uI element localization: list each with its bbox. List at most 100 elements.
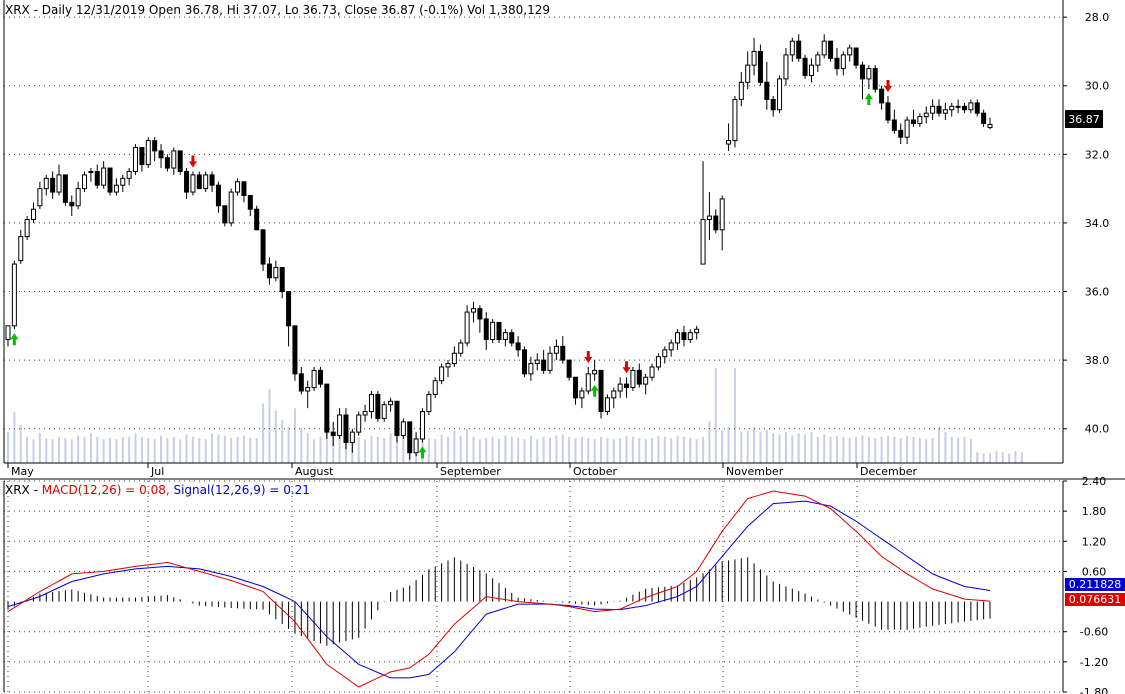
candle[interactable] [407,421,413,460]
candle[interactable] [349,428,355,453]
candle[interactable] [470,301,476,323]
candle[interactable] [509,329,515,347]
candle[interactable] [777,75,783,114]
candle[interactable] [713,209,719,234]
candle[interactable] [547,346,553,374]
candle[interactable] [298,366,304,395]
candle[interactable] [388,397,394,412]
candle[interactable] [789,37,795,62]
candle[interactable] [439,363,445,385]
candle[interactable] [69,195,75,217]
candle[interactable] [317,366,323,388]
candle[interactable] [706,192,712,241]
candle[interactable] [853,47,859,69]
candle[interactable] [464,305,470,347]
candle[interactable] [196,171,202,190]
candle[interactable] [834,48,840,76]
candle[interactable] [942,102,948,121]
candle[interactable] [981,109,987,127]
candle[interactable] [247,194,253,217]
candle[interactable] [432,377,438,398]
candle[interactable] [553,339,559,361]
candle[interactable] [222,205,228,227]
candle[interactable] [617,377,623,398]
candle[interactable] [190,171,196,196]
candle[interactable] [579,387,585,409]
candle[interactable] [738,72,744,107]
candle[interactable] [394,400,400,443]
candle[interactable] [254,205,260,231]
candle[interactable] [566,359,572,381]
candle[interactable] [203,171,209,193]
candle[interactable] [184,168,190,199]
candle[interactable] [126,168,132,186]
candle[interactable] [560,336,566,364]
candle[interactable] [305,380,311,409]
candle[interactable] [400,418,406,439]
candle[interactable] [534,353,540,371]
candle[interactable] [107,167,113,196]
candle[interactable] [891,109,897,134]
candle[interactable] [260,229,266,271]
candle[interactable] [796,34,802,62]
candle[interactable] [356,411,362,436]
candle[interactable] [490,318,496,343]
candle[interactable] [120,174,126,193]
candle[interactable] [82,171,88,193]
candle[interactable] [145,137,151,169]
candle[interactable] [368,390,374,419]
candle[interactable] [483,312,489,350]
candle[interactable] [164,154,170,172]
candle[interactable] [56,164,62,196]
candle[interactable] [732,96,738,148]
candle[interactable] [636,363,642,388]
candle[interactable] [133,144,139,175]
candle[interactable] [113,178,119,196]
candle[interactable] [426,390,432,415]
candle[interactable] [987,117,993,130]
candle[interactable] [840,51,846,76]
candle[interactable] [668,339,674,357]
candle[interactable] [866,65,872,90]
candle[interactable] [598,369,604,419]
candle[interactable] [879,85,885,110]
candle[interactable] [898,123,904,145]
candle[interactable] [585,366,591,395]
candle[interactable] [362,404,368,422]
candle[interactable] [904,116,910,145]
candle[interactable] [522,346,528,378]
candle[interactable] [477,305,483,333]
candle[interactable] [815,51,821,73]
candle[interactable] [152,137,158,162]
candle[interactable] [458,339,464,357]
candle[interactable] [94,164,100,189]
candle[interactable] [630,366,636,391]
candle[interactable] [955,99,961,114]
candle[interactable] [649,363,655,381]
candle[interactable] [445,360,451,378]
candle[interactable] [330,421,336,446]
candle[interactable] [783,48,789,86]
macd-lines[interactable] [7,490,991,688]
candle[interactable] [726,123,732,151]
candle[interactable] [974,99,980,117]
candle[interactable] [872,65,878,93]
candle[interactable] [37,181,43,210]
candle[interactable] [770,96,776,117]
candle[interactable] [655,353,661,371]
candle[interactable] [496,321,502,343]
candle[interactable] [158,144,164,169]
candle[interactable] [279,267,285,299]
candle[interactable] [528,356,534,381]
candle[interactable] [50,171,56,199]
candle[interactable] [324,383,330,439]
candle[interactable] [930,99,936,121]
candle[interactable] [802,54,808,79]
candle[interactable] [502,329,508,347]
candle[interactable] [700,161,706,265]
candle[interactable] [949,102,955,117]
candle[interactable] [375,390,381,422]
candle[interactable] [292,325,298,381]
signal-line[interactable] [7,500,991,679]
candle[interactable] [171,147,177,175]
